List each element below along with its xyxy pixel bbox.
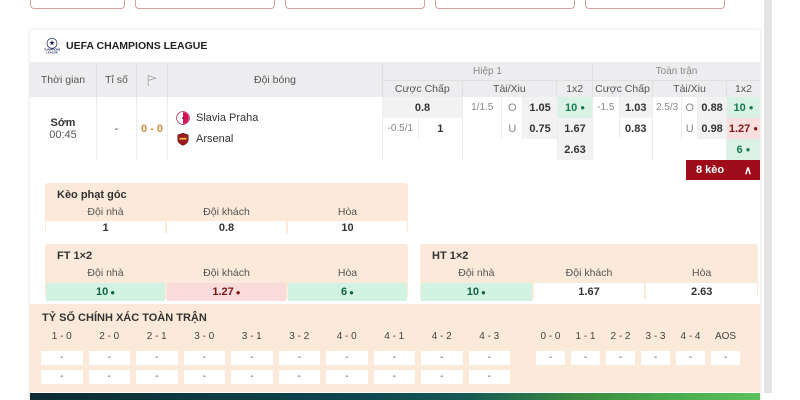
svg-text:LEAGUE: LEAGUE bbox=[46, 50, 58, 54]
